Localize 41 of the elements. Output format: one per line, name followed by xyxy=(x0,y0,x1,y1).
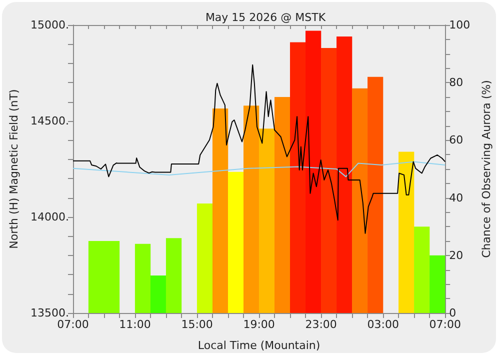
bar xyxy=(321,48,337,313)
x-tick-label: 03:00 xyxy=(367,318,399,331)
bar xyxy=(306,30,322,313)
bar xyxy=(430,255,446,313)
x-tick-label: 23:00 xyxy=(305,318,337,331)
bar xyxy=(352,88,368,313)
y-tick-label: 13500. xyxy=(30,306,69,320)
bar xyxy=(336,36,352,313)
bar xyxy=(212,108,228,313)
y2-tick-label: 100 xyxy=(449,18,470,32)
y-tick-label: 15000. xyxy=(30,18,69,32)
y2-tick-label: 0 xyxy=(449,306,456,320)
bar xyxy=(258,128,275,313)
y2-tick-label: 60 xyxy=(449,134,464,147)
x-tick-label: 19:00 xyxy=(243,318,275,331)
y-tick-label: 14000. xyxy=(30,210,69,224)
bar xyxy=(414,226,430,313)
bar xyxy=(243,106,260,313)
y-tick-label: 14500. xyxy=(30,114,69,128)
y2-axis-title: Chance of Observing Aurora (%) xyxy=(480,80,493,258)
bar xyxy=(290,42,306,313)
y2-tick-label: 20 xyxy=(449,248,464,262)
bar xyxy=(150,276,166,313)
line-series xyxy=(72,161,446,178)
y2-tick-label: 80 xyxy=(449,76,464,90)
bar xyxy=(368,76,384,313)
x-axis-title: Local Time (Mountain) xyxy=(198,339,320,352)
chart-title: May 15 2026 @ MSTK xyxy=(205,11,326,24)
x-tick-label: 15:00 xyxy=(181,318,213,331)
line-series xyxy=(72,64,446,234)
y-axis-title: North (H) Magnetic Field (nT) xyxy=(8,89,21,249)
bar xyxy=(134,244,151,313)
x-tick-label: 07:00 xyxy=(57,318,89,331)
bar xyxy=(228,172,244,313)
bar xyxy=(196,204,213,313)
bar xyxy=(398,152,414,313)
bar xyxy=(274,97,290,313)
y2-tick-label: 40 xyxy=(449,191,464,204)
x-tick-label: 07:00 xyxy=(429,318,461,331)
x-tick-label: 11:00 xyxy=(119,318,151,331)
bar xyxy=(166,238,182,313)
